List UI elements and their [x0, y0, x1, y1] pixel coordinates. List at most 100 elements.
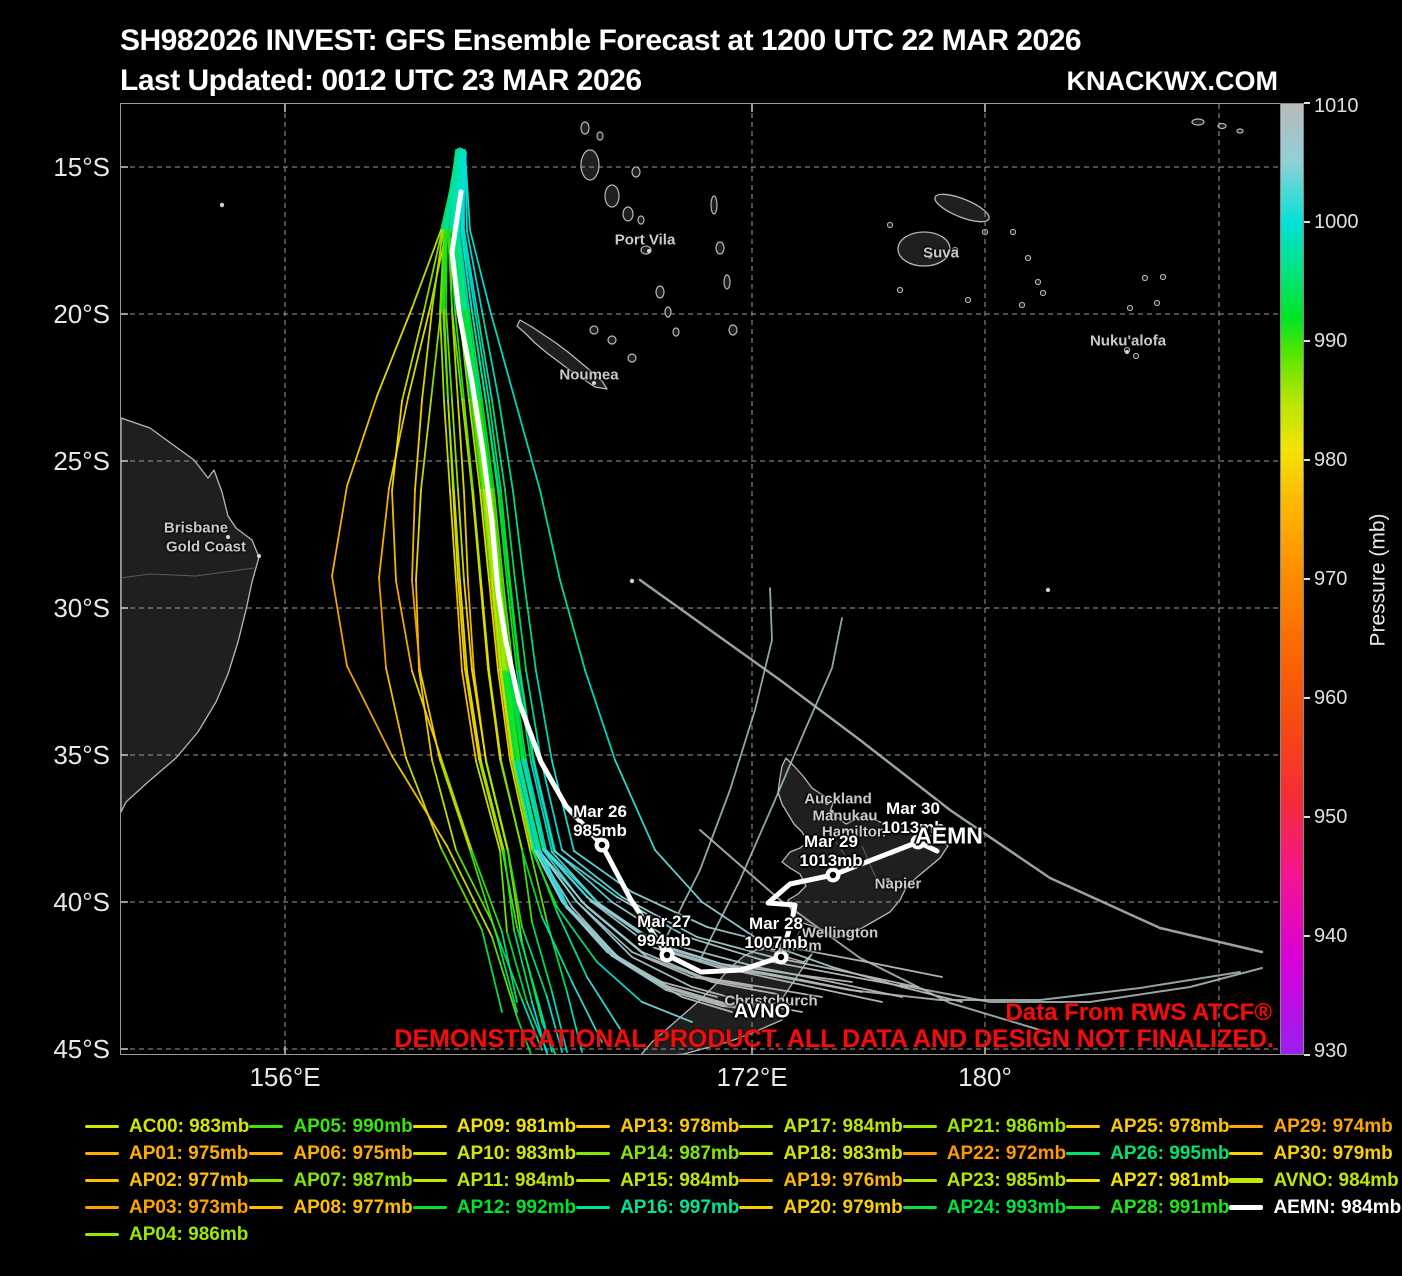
ensemble-track-AP03 [378, 487, 390, 579]
vanuatu-island [596, 131, 604, 141]
ensemble-track-AP13 [479, 578, 489, 670]
loyalty-island [589, 325, 599, 335]
ensemble-track-AP27 [488, 669, 502, 761]
ensemble-track-AP19 [439, 310, 445, 402]
ensemble-track-AP12 [519, 670, 535, 762]
city-label-blenheim: Blenheim [754, 937, 822, 955]
ensemble-track-AP18 [556, 906, 598, 963]
legend-line-swatch [1066, 1179, 1101, 1182]
legend-member-label: AP22: 972mb [946, 1142, 1067, 1164]
ensemble-track-AP03 [405, 757, 442, 849]
tonga-islet [1153, 299, 1161, 307]
city-dot-auckland [825, 801, 829, 805]
city-label-goldcoast: Gold Coast [165, 538, 247, 556]
vanuatu-island [637, 215, 645, 225]
ensemble-track-AP29 [411, 579, 421, 671]
ensemble-track-AP06 [395, 580, 413, 672]
fiji-vanua-levu [934, 193, 990, 223]
ensemble-track-AP12 [474, 310, 490, 402]
city-dot-noumea [592, 381, 596, 385]
ensemble-track-AP13 [461, 398, 473, 490]
legend-line-swatch [739, 1179, 774, 1182]
ensemble-track-AP24 [540, 759, 563, 851]
legend-item-ap29: AP29: 974mb [1229, 1113, 1401, 1140]
loyalty-island [607, 335, 617, 345]
ensemble-track-AP02 [420, 399, 432, 491]
vanuatu-island [655, 285, 665, 299]
ensemble-track-AP09 [491, 578, 502, 670]
weak-track-segment [659, 587, 773, 951]
legend-member-label: AP15: 984mb [620, 1169, 740, 1191]
ensemble-track-AP09 [471, 398, 484, 490]
ensemble-track-AVNO [665, 985, 719, 1004]
legend-line-swatch [249, 1179, 284, 1182]
legend-member-label: AVNO: 984mb [1273, 1169, 1399, 1191]
ensemble-track-AP25 [452, 488, 459, 580]
ensemble-track-AP07 [523, 758, 545, 850]
ensemble-track-AP15 [711, 981, 778, 995]
city-label-suva: Suva [923, 244, 959, 262]
ensemble-track-AP07 [591, 901, 653, 948]
fiji-viti-levu [897, 231, 951, 267]
city-dot-nukualofa [1125, 350, 1129, 354]
legend-item-ap06: AP06: 975mb [249, 1140, 413, 1167]
ensemble-track-AP20 [457, 489, 465, 581]
ensemble-track-AP09 [482, 488, 493, 580]
legend-line-swatch [412, 1125, 447, 1128]
legend-item-ap23: AP23: 985mb [902, 1167, 1066, 1194]
ensemble-track-AP18 [641, 1001, 693, 1023]
ensemble-track-AP06 [441, 760, 473, 852]
ensemble-track-AP20 [445, 309, 453, 401]
legend-item-ac00: AC00: 983mb [85, 1113, 249, 1140]
waypoint-pressure: 1013mb [799, 851, 863, 870]
ensemble-track-AP22 [516, 1016, 532, 1054]
ensemble-track-AP11 [746, 1001, 803, 1013]
ensemble-track-AP02 [455, 849, 493, 923]
legend-item-ap03: AP03: 973mb [85, 1194, 249, 1221]
ensemble-track-AP25 [478, 758, 503, 850]
ensemble-track-AP28 [686, 936, 763, 961]
ensemble-track-AP12 [681, 946, 758, 968]
city-dot-goldcoast [257, 554, 261, 558]
ensemble-track-AP27 [472, 489, 482, 581]
legend-member-label: AP19: 976mb [783, 1169, 903, 1191]
ensemble-track-AP26 [866, 961, 943, 978]
city-label-brisbane: Brisbane [163, 519, 229, 537]
vanuatu-island [580, 121, 590, 135]
colorbar-tick-label: 1010 [1314, 95, 1359, 117]
city-dot-brisbane [226, 535, 230, 539]
ensemble-track-AP20 [445, 229, 448, 311]
ensemble-track-AP30 [466, 670, 482, 762]
ensemble-track-AP20 [546, 996, 563, 1053]
ensemble-track-AP27 [454, 309, 465, 401]
city-label-nukualofa: Nuku'alofa [1089, 332, 1167, 350]
fiji-islet [1024, 254, 1032, 262]
waypoint-label-mar28: Mar 28 1007mb [744, 914, 807, 952]
waypoint-pressure: 1007mb [744, 933, 808, 952]
ensemble-track-AP28 [460, 230, 473, 312]
ensemble-track-AP24 [561, 849, 623, 898]
legend-item-aemn: AEMN: 984mb [1229, 1194, 1401, 1221]
legend-item-ap22: AP22: 972mb [902, 1140, 1067, 1167]
ensemble-track-AP22 [346, 395, 378, 487]
ensemble-track-AP22 [491, 936, 518, 1018]
legend-line-swatch [85, 1125, 119, 1128]
legend-line-swatch [1066, 1206, 1101, 1209]
ensemble-track-AP18 [596, 961, 643, 1003]
ensemble-track-AP16 [654, 849, 703, 903]
ensemble-track-AP13 [451, 308, 463, 400]
vanuatu-island [622, 206, 634, 222]
ensemble-track-AP28 [761, 959, 838, 975]
city-dot-suva [928, 255, 932, 259]
fiji-islet [1018, 301, 1026, 309]
tonga-islet [1141, 274, 1149, 282]
legend-line-swatch [412, 1179, 447, 1182]
samoa-islet [1191, 118, 1205, 126]
ensemble-track-AP30 [480, 760, 505, 852]
ensemble-track-AP08 [468, 399, 481, 491]
ensemble-track-AP18 [481, 489, 492, 581]
ensemble-track-AP01 [451, 311, 459, 403]
weak-track-segment [769, 971, 1241, 1001]
ensemble-member-legend: AC00: 983mb AP01: 975mb AP02: 977mb AP03: 9… [85, 1113, 1401, 1248]
